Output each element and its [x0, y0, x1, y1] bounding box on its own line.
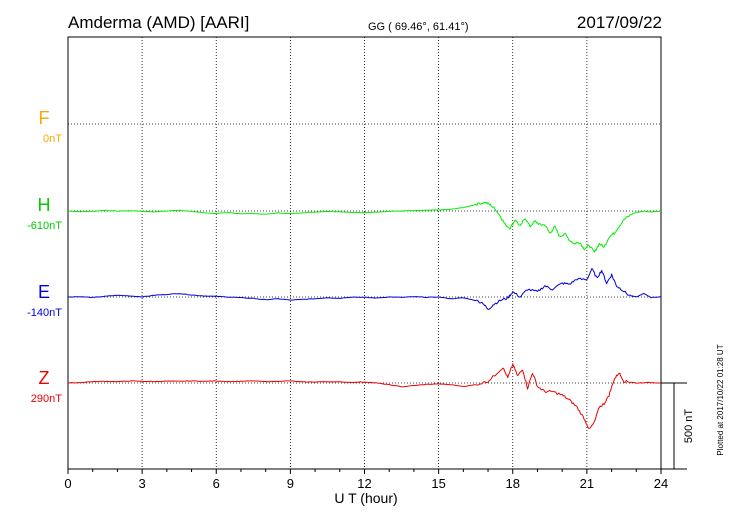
- x-axis-title: U T (hour): [334, 490, 397, 506]
- series-baseline-z: 290nT: [31, 393, 62, 405]
- series-label-f: F: [39, 108, 50, 128]
- date-label: 2017/09/22: [577, 13, 662, 32]
- series-line-e: [67, 268, 662, 310]
- series-label-e: E: [38, 282, 50, 302]
- x-axis-ticks: [67, 469, 662, 474]
- tick-label-x-15: 15: [431, 476, 445, 491]
- series-baseline-h: -610nT: [27, 220, 62, 232]
- vertical-gridlines: [141, 37, 588, 469]
- series-layer: [67, 201, 662, 429]
- tick-label-x-6: 6: [213, 476, 220, 491]
- scale-bar-label: 500 nT: [683, 409, 695, 444]
- tick-label-x-9: 9: [287, 476, 294, 491]
- series-label-h: H: [38, 195, 51, 215]
- tick-label-x-21: 21: [580, 476, 594, 491]
- x-axis-tick-labels: 0 3 6 9 12 15 18 21 24: [64, 476, 668, 491]
- tick-label-x-18: 18: [506, 476, 520, 491]
- tick-label-x-3: 3: [139, 476, 146, 491]
- scale-bar: [661, 382, 687, 470]
- station-title: Amderma (AMD) [AARI]: [68, 13, 249, 32]
- plotted-timestamp: Plotted at 2017/10/22 01:28 UT: [716, 344, 725, 455]
- series-line-z: [67, 363, 661, 429]
- tick-label-x-24: 24: [654, 476, 668, 491]
- series-baseline-e: -140nT: [27, 307, 62, 319]
- tick-label-x-0: 0: [64, 476, 71, 491]
- series-label-z: Z: [39, 368, 50, 388]
- series-line-h: [67, 201, 662, 253]
- component-labels: F 0nT H -610nT E -140nT Z 290nT: [27, 108, 62, 405]
- tick-label-x-12: 12: [357, 476, 371, 491]
- coordinates-label: GG ( 69.46°, 61.41°): [368, 21, 469, 33]
- series-baseline-f: 0nT: [43, 133, 62, 145]
